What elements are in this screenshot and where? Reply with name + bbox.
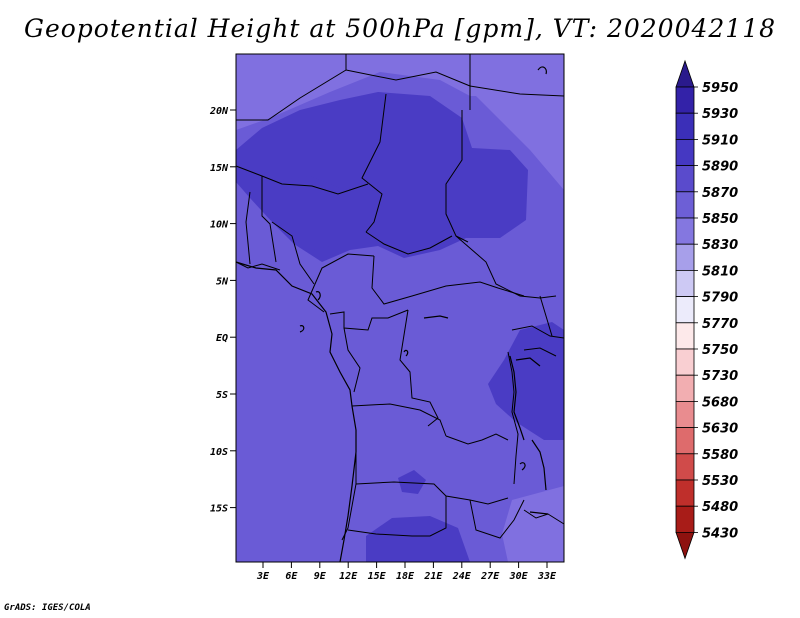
height-field-high-patch-south <box>398 470 426 494</box>
lat-label: 5S <box>216 390 228 401</box>
lon-label: 12E <box>339 571 358 582</box>
lon-label: 18E <box>396 571 415 582</box>
colorbar-box <box>675 243 695 271</box>
colorbar-label: 5630 <box>702 422 738 437</box>
colorbar-box <box>675 112 695 140</box>
colorbar-bottom-triangle <box>675 532 695 560</box>
colorbar-label: 5770 <box>702 317 738 332</box>
colorbar-label: 5680 <box>702 395 738 410</box>
colorbar-label: 5790 <box>702 291 738 306</box>
longitude-axis: 3E 6E 9E 12E 15E 18E 21E 24E 27E 30E 33E <box>256 562 557 582</box>
lat-label: 15S <box>210 504 228 515</box>
colorbar-box <box>675 165 695 193</box>
lon-label: 15E <box>368 571 387 582</box>
colorbar-box <box>675 86 695 114</box>
colorbar-label: 5950 <box>702 81 738 96</box>
colorbar-label: 5530 <box>702 474 738 489</box>
lat-label: 10S <box>210 447 228 458</box>
lon-label: 24E <box>452 571 472 582</box>
lat-label: 15N <box>210 163 229 174</box>
colorbar-label: 5480 <box>702 500 738 515</box>
lon-label: 6E <box>285 571 298 582</box>
colorbar-box <box>675 453 695 481</box>
lat-label: 20N <box>209 106 229 117</box>
height-field-low-east <box>470 80 564 190</box>
lon-label: 9E <box>314 571 327 582</box>
colorbar-box <box>675 479 695 507</box>
lon-label: 33E <box>537 571 557 582</box>
colorbar-label: 5830 <box>702 238 738 253</box>
colorbar-box <box>675 427 695 455</box>
lat-label: 5N <box>216 276 229 287</box>
grads-credit: GrADS: IGES/COLA <box>4 603 91 613</box>
colorbar-label: 5750 <box>702 343 738 358</box>
colorbar-label: 5870 <box>702 186 738 201</box>
lon-label: 30E <box>509 571 529 582</box>
lon-label: 3E <box>256 571 270 582</box>
colorbar-box <box>675 296 695 324</box>
colorbar-box <box>675 217 695 245</box>
colorbar-box <box>675 191 695 219</box>
lat-label: 10N <box>210 220 229 231</box>
height-field-high-patch-west <box>276 176 360 250</box>
colorbar-box <box>675 400 695 428</box>
colorbar-top-triangle <box>675 59 695 88</box>
country-borders <box>235 54 565 541</box>
colorbar-box <box>675 374 695 402</box>
colorbar-box <box>675 505 695 533</box>
colorbar-label: 5430 <box>702 526 738 541</box>
colorbar-box <box>675 138 695 166</box>
colorbar-label: 5580 <box>702 448 738 463</box>
colorbar-label: 5890 <box>702 160 738 175</box>
height-field-low-north <box>236 54 564 130</box>
colorbar-label: 5810 <box>702 264 738 279</box>
colorbar-box <box>675 322 695 350</box>
map-title: Geopotential Height at 500hPa [gpm], VT:… <box>23 14 777 43</box>
colorbar-box <box>675 269 695 297</box>
latitude-axis: 20N 15N 10N 5N EQ 5S 10S 15S <box>209 106 236 515</box>
colorbar-label: 5910 <box>702 133 738 148</box>
height-field-high-south <box>366 516 470 562</box>
colorbar-label: 5930 <box>702 107 738 122</box>
coastlines <box>235 66 549 563</box>
height-field-high-east <box>488 322 564 440</box>
lon-label: 21E <box>423 571 443 582</box>
colorbar-box <box>675 348 695 376</box>
lat-label: EQ <box>216 333 228 344</box>
lon-label: 27E <box>480 571 500 582</box>
colorbar-label: 5730 <box>702 369 738 384</box>
colorbar: 5950 5930 5910 5890 5870 5850 5830 5810 5790 5770… <box>675 59 738 560</box>
map-area <box>235 53 565 563</box>
height-field-low-southeast <box>502 486 564 562</box>
map-frame <box>235 53 565 563</box>
colorbar-label: 5850 <box>702 212 738 227</box>
